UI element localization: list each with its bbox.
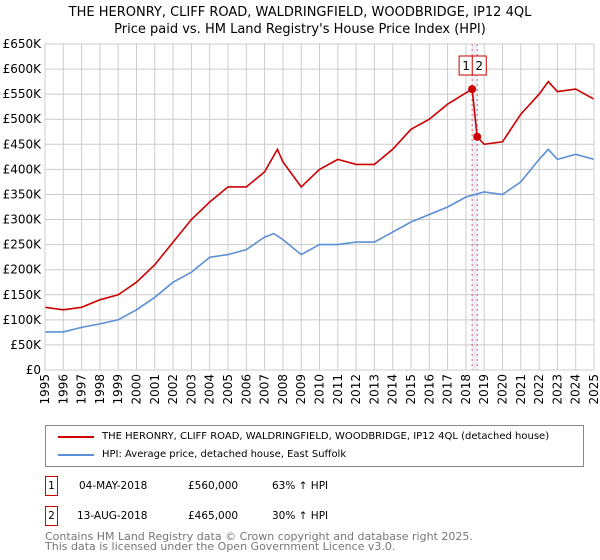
title-line-2: Price paid vs. HM Land Registry's House … [114, 22, 486, 37]
y-tick-label: £250K [3, 238, 43, 252]
price-chart: £0 £50K £100K £150K £200K £250K £300K £350K £400… [3, 37, 600, 405]
sale-period-shade [472, 44, 478, 370]
x-tick-label: 2000 [130, 374, 144, 405]
x-tick-label: 2021 [514, 374, 528, 405]
x-tick-label: 2008 [276, 374, 290, 405]
x-tick-label: 2010 [313, 374, 327, 405]
chart-title: THE HERONRY, CLIFF ROAD, WALDRINGFIELD, … [0, 4, 600, 38]
y-tick-label: £600K [3, 62, 43, 76]
x-tick-label: 1997 [75, 374, 89, 405]
x-tick-label: 2019 [477, 374, 491, 405]
legend-item-property: THE HERONRY, CLIFF ROAD, WALDRINGFIELD, … [58, 431, 549, 442]
x-tick-label: 2013 [367, 374, 381, 405]
series-line-property [44, 80, 595, 311]
x-tick-label: 2002 [166, 374, 180, 405]
x-tick-label: 2016 [422, 374, 436, 405]
legend-label: THE HERONRY, CLIFF ROAD, WALDRINGFIELD, … [102, 431, 550, 442]
y-tick-label: £450K [3, 137, 43, 151]
sale-marker-point [473, 132, 482, 141]
y-tick-label: £100K [3, 313, 43, 327]
x-tick-label: 2003 [184, 374, 198, 405]
title-line-1: THE HERONRY, CLIFF ROAD, WALDRINGFIELD, … [68, 5, 532, 20]
y-tick-label: £200K [3, 263, 43, 277]
y-tick-label: £50K [10, 338, 42, 352]
sale-marker-label: 2 [475, 59, 483, 73]
x-tick-label: 2012 [349, 374, 363, 405]
y-tick-label: £0 [26, 363, 41, 377]
transaction-date: 04-MAY-2018 [79, 480, 148, 492]
y-tick-label: £150K [3, 288, 43, 302]
y-tick-label: £500K [3, 112, 43, 126]
marker-badge: 2 [45, 506, 58, 526]
footer-copyright: Contains HM Land Registry data © Crown c… [45, 530, 473, 543]
x-tick-label: 2011 [331, 374, 345, 405]
marker-badge: 1 [45, 476, 58, 496]
sale-marker-box [471, 55, 487, 76]
legend-item-hpi: HPI: Average price, detached house, East… [58, 449, 346, 460]
transaction-row: 2 13-AUG-2018 £465,000 30% ↑ HPI [45, 506, 328, 526]
footer: Contains HM Land Registry data © Crown c… [45, 530, 473, 553]
x-tick-label: 2006 [239, 374, 253, 405]
x-tick-label: 2022 [532, 374, 546, 405]
y-tick-label: £350K [3, 187, 43, 201]
transaction-price: £560,000 [188, 480, 239, 492]
transaction-price: £465,000 [188, 510, 239, 522]
legend-swatch-blue [58, 453, 94, 456]
transaction-hpi: 30% ↑ HPI [272, 510, 329, 522]
x-tick-label: 2024 [569, 374, 583, 405]
y-tick-label: £650K [3, 37, 43, 51]
x-tick-label: 1999 [111, 374, 125, 405]
transaction-date: 13-AUG-2018 [77, 510, 148, 522]
series-line-hpi [45, 148, 595, 333]
legend: THE HERONRY, CLIFF ROAD, WALDRINGFIELD, … [45, 425, 584, 467]
y-tick-label: £550K [3, 87, 43, 101]
x-tick-label: 2004 [203, 374, 217, 405]
transaction-hpi: 63% ↑ HPI [272, 480, 329, 492]
x-tick-label: 2007 [258, 374, 272, 405]
x-tick-label: 2015 [404, 374, 418, 405]
sale-marker-point [468, 85, 477, 94]
legend-label: HPI: Average price, detached house, East… [102, 449, 347, 460]
x-tick-label: 2025 [587, 374, 600, 405]
x-tick-label: 2009 [294, 374, 308, 405]
x-tick-label: 2014 [386, 374, 400, 405]
legend-swatch-red [58, 435, 94, 438]
y-tick-label: £300K [3, 213, 43, 227]
x-tick-label: 1995 [38, 374, 52, 405]
x-tick-label: 2001 [148, 374, 162, 405]
x-tick-label: 2020 [496, 374, 510, 405]
x-tick-label: 2005 [221, 374, 235, 405]
x-tick-label: 2017 [441, 374, 455, 405]
sale-marker-label: 1 [462, 59, 470, 73]
transaction-row: 1 04-MAY-2018 £560,000 63% ↑ HPI [45, 476, 328, 496]
x-tick-label: 2023 [550, 374, 564, 405]
x-tick-label: 2018 [459, 374, 473, 405]
y-tick-label: £400K [3, 162, 43, 176]
x-tick-label: 1996 [56, 374, 70, 405]
footer-licence: This data is licensed under the Open Gov… [45, 540, 396, 553]
x-tick-label: 1998 [93, 374, 107, 405]
plot-border [44, 43, 595, 371]
